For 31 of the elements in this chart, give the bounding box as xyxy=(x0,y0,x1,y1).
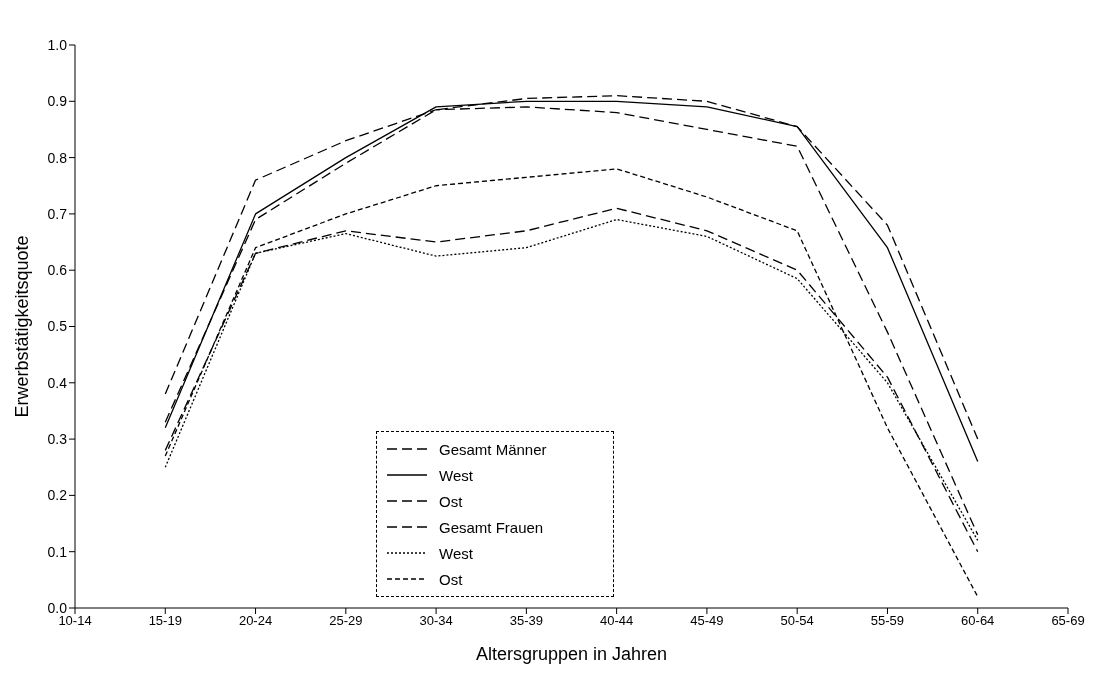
legend-label: Ost xyxy=(439,570,463,588)
y-tick-label: 0.6 xyxy=(47,262,68,279)
x-axis-title: Altersgruppen in Jahren xyxy=(475,644,668,664)
x-tick-label: 25-29 xyxy=(329,613,363,629)
legend-label: West xyxy=(439,466,473,484)
y-tick-label: 0.4 xyxy=(47,374,68,391)
y-tick-label: 0.2 xyxy=(47,487,68,504)
legend-label: Gesamt Frauen xyxy=(439,518,544,536)
x-tick-label: 40-44 xyxy=(600,613,634,629)
y-axis-title: Erwerbstätigkeitsquote xyxy=(12,235,33,418)
x-tick-label: 50-54 xyxy=(780,613,814,629)
x-tick-label: 30-34 xyxy=(419,613,453,629)
x-tick-label: 45-49 xyxy=(690,613,724,629)
x-tick-label: 60-64 xyxy=(961,613,995,629)
x-tick-label: 35-39 xyxy=(509,613,543,629)
y-tick-label: 1.0 xyxy=(47,36,68,53)
x-tick-label: 20-24 xyxy=(238,613,273,629)
x-tick-label: 55-59 xyxy=(870,613,905,629)
y-tick-label: 0.3 xyxy=(47,431,68,448)
x-tick-label: 15-19 xyxy=(148,613,182,629)
y-tick-label: 0.5 xyxy=(47,318,68,335)
x-tick-label: 65-69 xyxy=(1051,613,1085,629)
legend-label: Gesamt Männer xyxy=(439,440,547,458)
legend-label: Ost xyxy=(439,492,463,510)
y-tick-label: 0.1 xyxy=(47,543,68,560)
y-tick-label: 0.0 xyxy=(47,599,68,616)
legend-label: West xyxy=(439,544,473,562)
y-tick-label: 0.8 xyxy=(47,149,68,166)
y-tick-label: 0.7 xyxy=(47,205,68,222)
x-tick-label: 10-14 xyxy=(58,613,92,629)
y-tick-label: 0.9 xyxy=(47,93,68,110)
